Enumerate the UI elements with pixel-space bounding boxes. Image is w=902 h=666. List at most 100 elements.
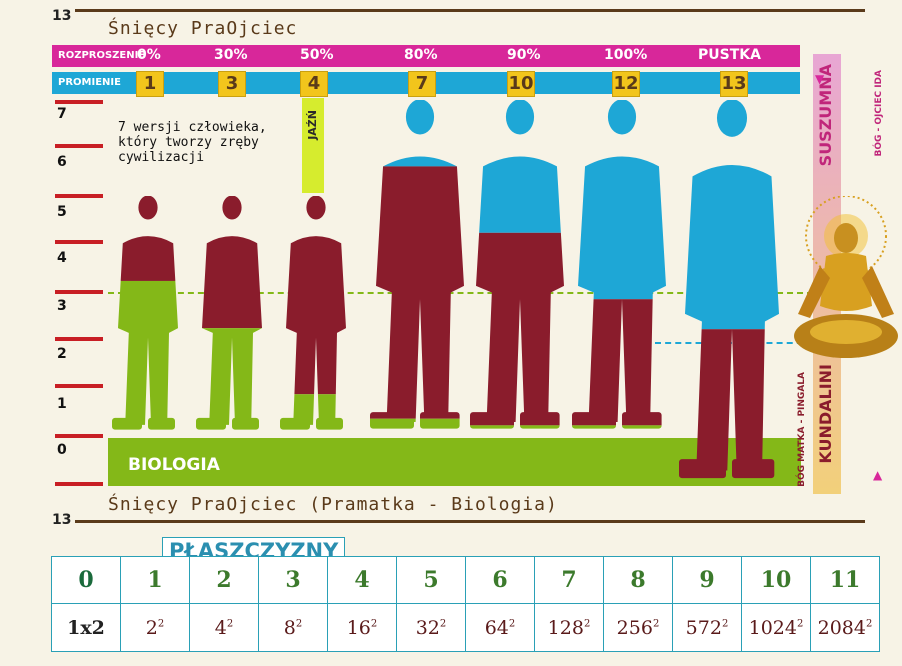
figure-middle-red xyxy=(280,196,346,395)
planes-value: 22 xyxy=(120,603,190,652)
top-title: Śnięcy PraOjciec xyxy=(108,18,298,39)
figure-upper-blue xyxy=(572,100,666,300)
axis-label: 1 xyxy=(57,396,67,412)
planes-value: 1x2 xyxy=(51,603,121,652)
planes-number: 3 xyxy=(258,556,328,604)
planes-value: 1282 xyxy=(534,603,604,652)
annotation-text: 7 wersji człowieka, który tworzy zręby c… xyxy=(118,120,267,165)
rozproszenie-value: 80% xyxy=(404,47,438,63)
planes-value-base: 2084 xyxy=(817,616,866,639)
figure-lower-green xyxy=(112,280,178,430)
figure-lower-green xyxy=(280,394,346,430)
bottom-number: 13 xyxy=(52,512,72,528)
planes-value: 5722 xyxy=(672,603,742,652)
axis-label: 4 xyxy=(57,250,67,266)
planes-number: 1 xyxy=(120,556,190,604)
promienie-value: 13 xyxy=(720,71,748,97)
promienie-label: PROMIENIE xyxy=(58,77,121,88)
human-figure xyxy=(196,196,262,430)
human-figure xyxy=(572,100,666,429)
human-figure xyxy=(280,196,346,430)
axis-tick xyxy=(55,482,103,486)
figure-middle-red xyxy=(679,329,779,479)
figure-lower-green xyxy=(675,482,789,486)
planes-number: 2 xyxy=(189,556,259,604)
figure-middle-red xyxy=(370,166,464,419)
axis-label: 3 xyxy=(57,298,67,314)
axis-tick xyxy=(55,240,103,244)
rozproszenie-value: PUSTKA xyxy=(698,47,761,63)
planes-number: 4 xyxy=(327,556,397,604)
axis-label: 7 xyxy=(57,106,67,122)
dashed-line-green xyxy=(108,292,813,294)
planes-value-exp: 2 xyxy=(721,618,729,630)
planes-value-exp: 2 xyxy=(439,618,447,630)
planes-value-base: 1x2 xyxy=(67,616,105,639)
arrow-down-icon: ▼ xyxy=(815,72,825,86)
planes-number: 11 xyxy=(810,556,880,604)
sidebar-top-small: BÓG - OJCIEC IDA xyxy=(874,70,884,157)
human-figure xyxy=(470,100,564,429)
planes-number: 7 xyxy=(534,556,604,604)
rozproszenie-value: 50% xyxy=(300,47,334,63)
top-divider xyxy=(75,9,865,12)
rozproszenie-value: 100% xyxy=(604,47,648,63)
figure-lower-green xyxy=(370,418,464,429)
planes-value-base: 8 xyxy=(283,616,296,639)
top-number: 13 xyxy=(52,8,72,24)
planes-value: 42 xyxy=(189,603,259,652)
figure-middle-red xyxy=(470,232,564,426)
planes-value-base: 256 xyxy=(616,616,653,639)
planes-value-base: 572 xyxy=(685,616,722,639)
rozproszenie-label: ROZPROSZENIE xyxy=(58,50,146,61)
arrow-up-icon: ▲ xyxy=(873,468,883,482)
figure-lower-green xyxy=(470,425,564,429)
planes-table: 0 1 2 3 4 5 6 7 8 9 10 11 1x2 22 42 82 1… xyxy=(51,556,880,652)
planes-number: 0 xyxy=(51,556,121,604)
rozproszenie-value: 0% xyxy=(137,47,161,63)
axis-label: 0 xyxy=(57,442,67,458)
planes-value: 322 xyxy=(396,603,466,652)
planes-value: 642 xyxy=(465,603,535,652)
rozproszenie-value: 30% xyxy=(214,47,248,63)
figure-middle-red xyxy=(112,196,178,281)
axis-tick xyxy=(55,434,103,438)
axis-tick xyxy=(55,100,103,104)
axis-tick xyxy=(55,144,103,148)
sidebar-bottom-small: BÓG MATKA - PINGALA xyxy=(797,372,807,487)
planes-value-base: 16 xyxy=(346,616,371,639)
axis-label: 2 xyxy=(57,346,67,362)
figure-upper-blue xyxy=(679,100,779,330)
rozproszenie-bar: ROZPROSZENIE 0% 30% 50% 80% 90% 100% PUS… xyxy=(52,45,800,67)
planes-value-exp: 2 xyxy=(652,618,660,630)
planes-value-base: 64 xyxy=(484,616,509,639)
planes-value-exp: 2 xyxy=(865,618,873,630)
axis-label: 6 xyxy=(57,154,67,170)
axis-label: 5 xyxy=(57,204,67,220)
biologia-label: BIOLOGIA xyxy=(128,455,220,475)
figure-upper-blue xyxy=(470,100,564,233)
figure-lower-green xyxy=(196,328,262,430)
planes-value-exp: 2 xyxy=(295,618,303,630)
planes-value-exp: 2 xyxy=(226,618,234,630)
figure-lower-green xyxy=(572,425,666,429)
planes-value-base: 4 xyxy=(214,616,227,639)
promienie-value: 10 xyxy=(507,71,535,97)
planes-value-exp: 2 xyxy=(583,618,591,630)
planes-value: 10242 xyxy=(741,603,811,652)
golden-buddha-icon xyxy=(794,196,898,358)
planes-value-base: 2 xyxy=(145,616,158,639)
promienie-value: 1 xyxy=(136,71,164,97)
planes-number: 6 xyxy=(465,556,535,604)
promienie-bar: PROMIENIE 1 3 4 7 10 12 13 xyxy=(52,71,800,97)
planes-numbers-row: 0 1 2 3 4 5 6 7 8 9 10 11 xyxy=(51,556,880,604)
axis-tick xyxy=(55,194,103,198)
promienie-value: 3 xyxy=(218,71,246,97)
axis-tick xyxy=(55,337,103,341)
promienie-value: 4 xyxy=(300,71,328,97)
planes-value-exp: 2 xyxy=(370,618,378,630)
planes-value-base: 1024 xyxy=(748,616,797,639)
planes-values-row: 1x2 22 42 82 162 322 642 1282 2562 5722 … xyxy=(51,603,880,652)
figure-middle-red xyxy=(196,196,262,329)
